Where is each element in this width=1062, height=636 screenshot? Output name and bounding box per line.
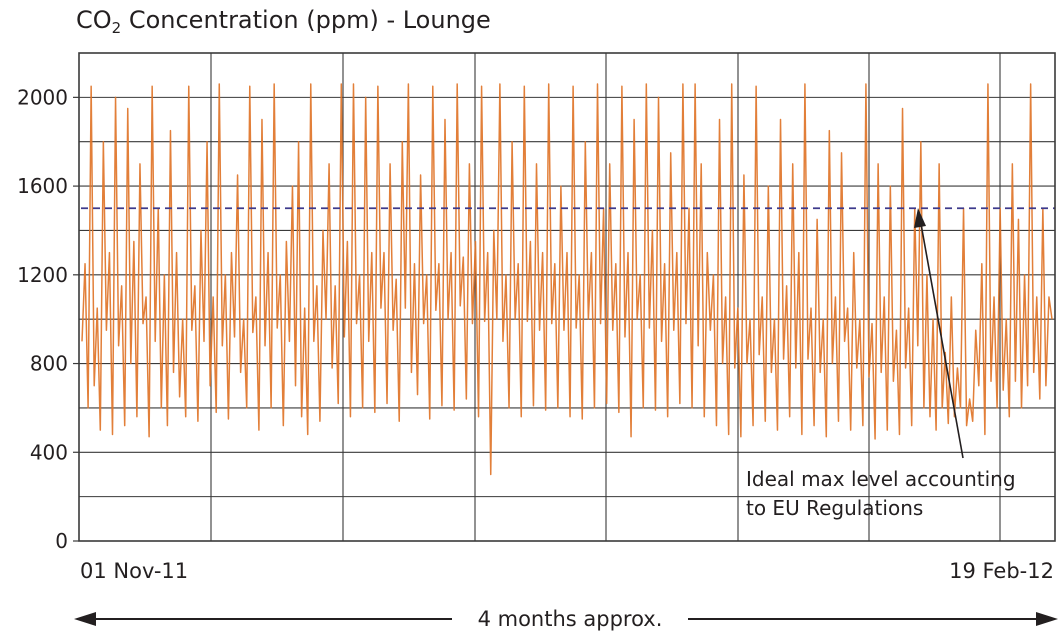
y-tick-label: 1200 (17, 263, 68, 287)
series-layer (81, 83, 1053, 476)
y-tick-label: 2000 (17, 85, 68, 109)
duration-arrow: 4 months approx. (74, 607, 1058, 631)
duration-arrow-left-head (74, 612, 96, 626)
annotation-line-1: Ideal max level accounting (746, 467, 1016, 491)
plot-frame (78, 52, 1056, 542)
chart-title: CO2 Concentration (ppm) - Lounge (76, 6, 491, 37)
x-start-label: 01 Nov-11 (80, 559, 188, 583)
annotation-arrow-shaft (920, 223, 964, 459)
series-line-0 (81, 83, 1053, 476)
chart-title-rest: Concentration (ppm) - Lounge (121, 6, 491, 34)
y-tick-labels: 0 400 800 1200 1600 2000 (17, 85, 79, 553)
y-tick-label: 1600 (17, 174, 68, 198)
y-tick-label: 800 (30, 352, 68, 376)
duration-label: 4 months approx. (478, 607, 663, 631)
chart-title-prefix: CO (76, 6, 112, 34)
x-end-label: 19 Feb-12 (949, 559, 1054, 583)
y-tick-label: 0 (55, 529, 68, 553)
annotation-line-2: to EU Regulations (746, 496, 923, 520)
chart-title-subscript: 2 (111, 19, 122, 37)
y-tick-label: 400 (30, 440, 68, 464)
frame-layer (78, 52, 1056, 542)
annotation-arrow-head (914, 208, 926, 228)
duration-arrow-right-head (1036, 612, 1058, 626)
